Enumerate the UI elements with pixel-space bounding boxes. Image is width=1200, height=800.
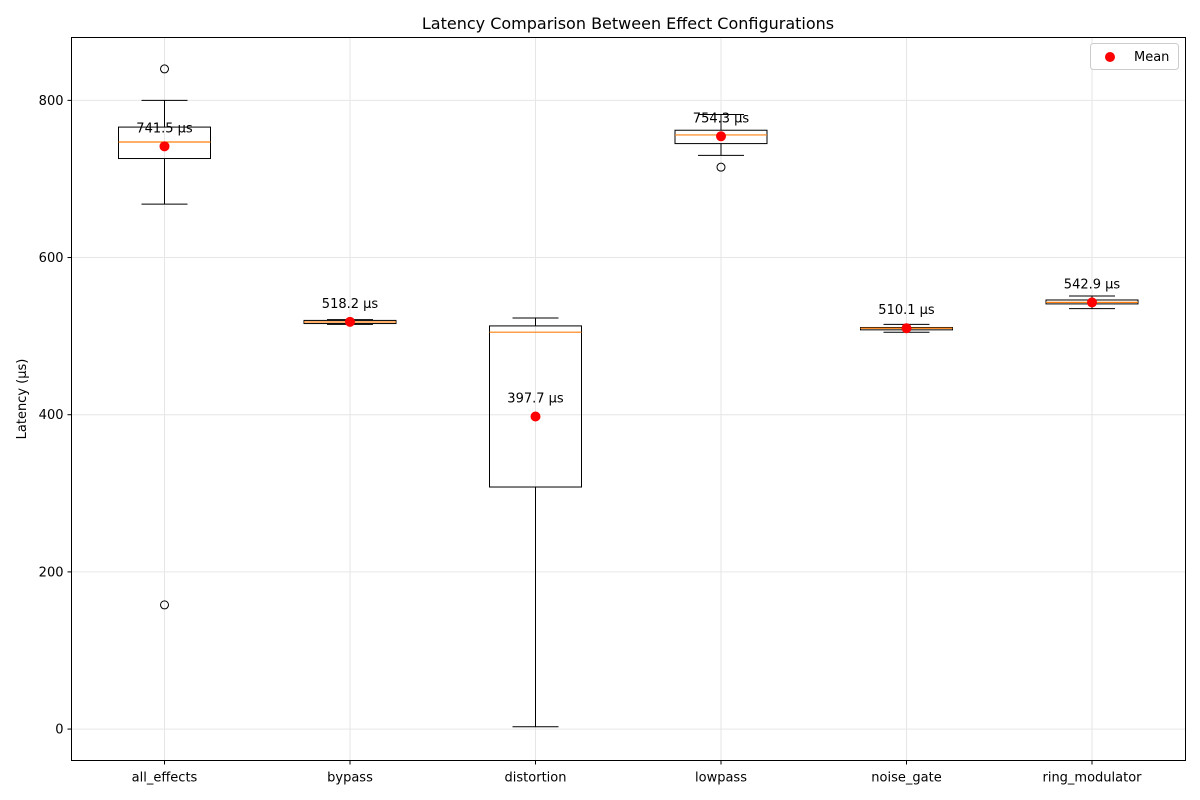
outlier-point	[716, 162, 726, 172]
box-group-noise_gate: 510.1 µs	[860, 303, 953, 334]
box-group-lowpass: 754.3 µs	[674, 111, 768, 172]
mean-point	[159, 141, 170, 152]
mean-point	[716, 131, 726, 142]
mean-label: 397.7 µs	[507, 392, 564, 407]
mean-label: 741.5 µs	[136, 121, 193, 136]
x-tick-label: distortion	[505, 771, 567, 786]
mean-label: 518.2 µs	[322, 297, 379, 312]
plot-frame	[71, 37, 1186, 761]
axes: 0 200 400 600 800 all_effects bypass distortion…	[39, 94, 1142, 786]
x-tick-label: noise_gate	[871, 771, 941, 786]
box-group-ring_modulator: 542.9 µs	[1045, 277, 1139, 310]
y-tick-label: 600	[39, 251, 64, 266]
legend-mean-label: Mean	[1134, 50, 1169, 65]
x-tick-label: all_effects	[132, 771, 198, 786]
outlier-point	[160, 600, 169, 610]
iqr-box	[489, 325, 582, 488]
mean-point	[901, 323, 912, 334]
box-group-bypass: 518.2 µs	[303, 297, 397, 327]
grid-lines	[71, 37, 1186, 761]
chart-title: Latency Comparison Between Effect Config…	[422, 14, 834, 33]
iqr-box	[118, 126, 211, 160]
y-tick-label: 400	[39, 408, 64, 423]
mean-label: 542.9 µs	[1064, 277, 1121, 292]
y-tick-label: 800	[39, 94, 64, 109]
legend: Mean	[1090, 43, 1179, 70]
mean-point	[530, 411, 541, 422]
y-axis-label: Latency (µs)	[15, 359, 30, 440]
x-tick-label: ring_modulator	[1042, 771, 1142, 786]
legend-frame	[1090, 43, 1179, 70]
x-tick-label: bypass	[327, 771, 373, 786]
box-group-all_effects: 741.5 µs	[118, 64, 211, 610]
legend-mean-marker	[1105, 52, 1115, 62]
mean-label: 754.3 µs	[693, 111, 750, 126]
iqr-box	[674, 129, 768, 145]
y-tick-label: 0	[55, 723, 63, 738]
plot-area: 741.5 µs 518.2 µs 397.7 µs 754.3 µs 510.1 µs…	[118, 64, 1139, 728]
outlier-point	[160, 64, 169, 74]
mean-label: 510.1 µs	[878, 303, 935, 318]
mean-point	[345, 316, 355, 327]
y-tick-label: 200	[39, 565, 64, 580]
mean-point	[1087, 297, 1097, 308]
x-tick-label: lowpass	[695, 771, 747, 786]
box-group-distortion: 397.7 µs	[489, 317, 582, 728]
